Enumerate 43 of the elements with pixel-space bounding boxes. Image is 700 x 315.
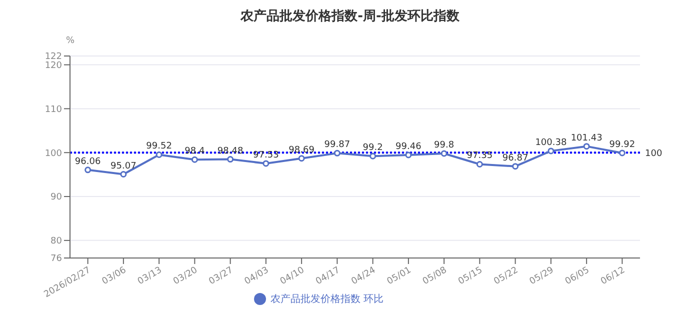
chart-title: 农产品批发价格指数-周-批发环比指数 [239,8,460,26]
data-label: 96.87 [502,153,528,164]
point [191,156,198,163]
point [84,166,92,174]
legend-label: 农产品批发价格指数 环比 [270,294,384,305]
data-label: 97.35 [466,151,493,162]
y-tick-label: 90 [50,192,62,203]
point [548,148,554,154]
point [618,150,626,156]
data-label: 98.69 [288,145,315,156]
y-axis-title: % [66,36,75,46]
data-label: 100.38 [535,138,567,148]
point [227,156,234,163]
point [370,152,376,160]
point [512,163,519,170]
data-label: 99.87 [324,140,350,150]
y-tick-label: 110 [44,104,62,115]
y-tick-label: 76 [50,254,62,264]
data-label: 98.48 [217,146,244,156]
point [476,160,483,168]
point [120,171,127,178]
data-label: 97.53 [253,150,279,160]
point [583,143,590,150]
y-tick-label: 122 [44,52,62,62]
data-label: 99.2 [362,143,383,154]
y-tick-label: 80 [50,236,62,247]
point [334,150,340,156]
data-label: 99.8 [434,140,454,150]
data-label: 95.07 [110,161,136,172]
point [298,155,305,162]
point [262,160,270,167]
ref-line-label: 100 [645,148,662,159]
y-tick-label: 100 [44,148,62,159]
data-label: 99.52 [146,142,172,152]
data-label: 96.06 [74,156,101,167]
data-label: 98.4 [184,146,205,157]
data-label: 101.43 [570,133,602,144]
data-label: 99.46 [396,142,422,152]
point [440,150,448,157]
point [156,151,162,158]
point [405,152,412,158]
y-tick-label: 120 [44,60,62,71]
data-label: 99.92 [609,140,636,150]
